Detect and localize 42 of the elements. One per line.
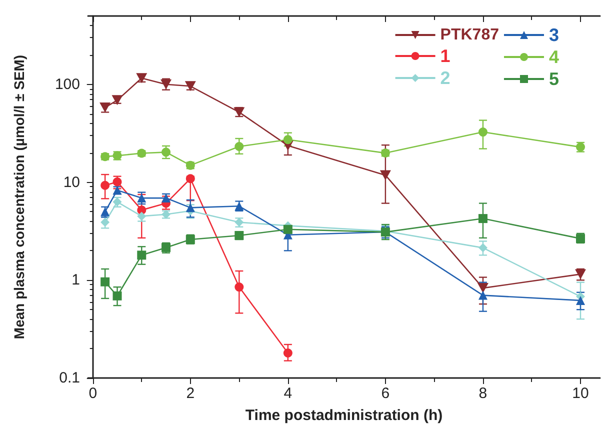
- point: [477, 283, 488, 294]
- point: [576, 296, 585, 305]
- y-axis-title: Mean plasma concentration (µmol/l ± SEM): [11, 54, 27, 340]
- y-tick-label: 0.1: [59, 370, 80, 386]
- y-tick-label: 10: [63, 174, 80, 191]
- point: [234, 142, 244, 151]
- point: [283, 224, 292, 234]
- y-tick-label: 100: [54, 76, 80, 93]
- legend-label: 1: [440, 46, 450, 66]
- point: [234, 230, 244, 240]
- x-tick-label: 6: [381, 385, 390, 402]
- legend-label: 4: [548, 47, 560, 67]
- point: [186, 203, 195, 212]
- point: [283, 135, 292, 144]
- point: [380, 170, 391, 180]
- point: [137, 194, 146, 203]
- point: [136, 73, 148, 84]
- x-tick-label: 10: [572, 385, 589, 402]
- point: [112, 291, 122, 300]
- legend-label: 2: [440, 68, 450, 88]
- point: [184, 81, 196, 92]
- point: [137, 250, 146, 260]
- x-axis-title: Time postadministration (h): [245, 407, 443, 424]
- point: [478, 290, 488, 300]
- point: [478, 243, 488, 252]
- legend-label: PTK787: [440, 26, 500, 44]
- x-tick-label: 8: [478, 385, 488, 402]
- point: [478, 128, 488, 137]
- point: [100, 180, 110, 190]
- point: [478, 214, 488, 224]
- point: [186, 174, 195, 184]
- x-tick-label: 0: [88, 385, 98, 402]
- point: [283, 348, 292, 358]
- y-tick-label: 1: [72, 272, 80, 289]
- x-tick-label: 2: [186, 385, 195, 402]
- point: [100, 277, 110, 286]
- x-tick-label: 4: [284, 385, 292, 402]
- legend-label: 3: [548, 25, 560, 45]
- point: [112, 177, 122, 186]
- legend-label: 5: [548, 69, 560, 89]
- point: [162, 148, 171, 157]
- point: [234, 282, 244, 292]
